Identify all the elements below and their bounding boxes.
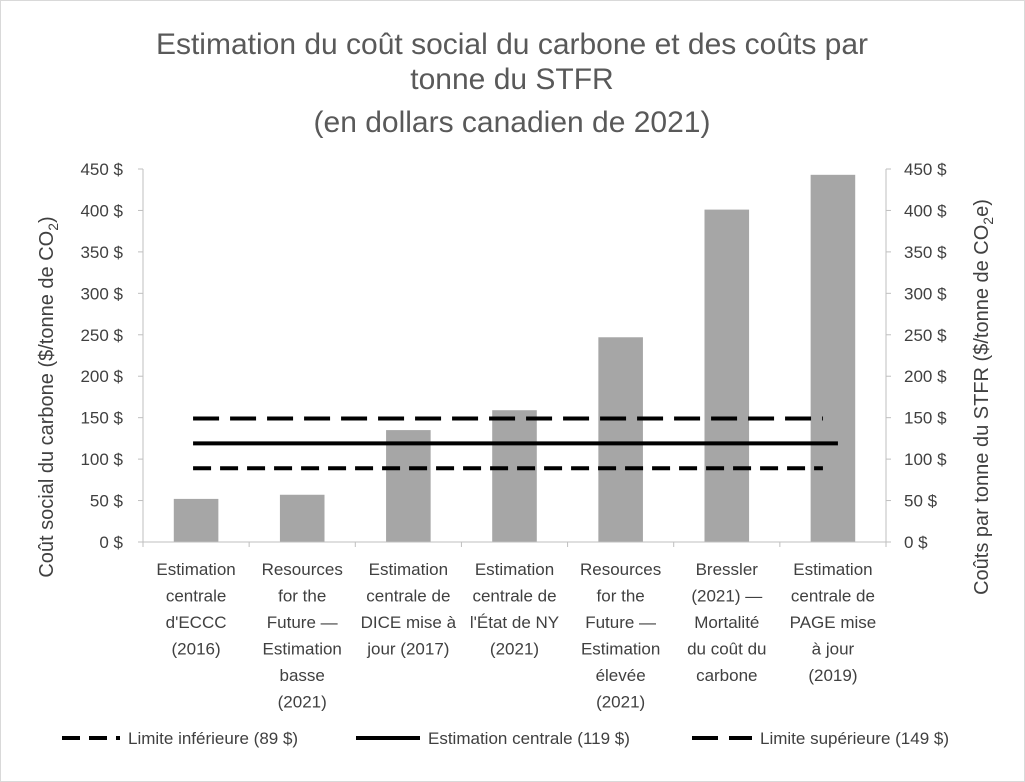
bar-7 xyxy=(810,174,856,542)
y-tick-label: 0 $ xyxy=(99,533,123,552)
y-tick-label: 100 $ xyxy=(80,450,123,469)
x-category-label-line: (2021) xyxy=(278,693,327,712)
x-category-label-line: (2021) — xyxy=(691,587,762,606)
y2-tick-label: 400 $ xyxy=(904,201,947,220)
x-category-label-line: Future — xyxy=(267,613,338,632)
y-tick-label: 400 $ xyxy=(80,201,123,220)
x-category-label-line: centrale de xyxy=(791,587,875,606)
y2-tick-label: 100 $ xyxy=(904,450,947,469)
y2-axis-label-main: Coûts par tonne du STFR ($/tonne de CO xyxy=(971,225,993,595)
x-category-label-line: for the xyxy=(597,587,645,606)
chart-title: Estimation du coût social du carbone et … xyxy=(156,28,868,139)
y2-tick-label: 300 $ xyxy=(904,284,947,303)
x-category-label-line: centrale xyxy=(166,587,226,606)
x-category-label-line: centrale de xyxy=(366,587,450,606)
y-axis-label-end: ) xyxy=(36,216,58,223)
x-category-label-line: du coût du xyxy=(687,640,766,659)
x-category-label-3: Estimation centrale de DICE mise à jour (20… xyxy=(361,560,457,659)
x-category-label-line: (2021) xyxy=(596,693,645,712)
x-category-label-line: (2016) xyxy=(172,640,221,659)
legend-label-2: Estimation centrale (119 $) xyxy=(428,729,630,748)
bar-3 xyxy=(386,430,431,542)
legend: Limite inférieure (89 $) Estimation centr… xyxy=(62,729,949,748)
y-tick-label: 350 $ xyxy=(80,243,123,262)
y2-tick-label: 50 $ xyxy=(904,492,938,511)
x-category-label-line: Future — xyxy=(585,613,656,632)
x-category-label-line: centrale de xyxy=(472,587,556,606)
y-tick-label: 150 $ xyxy=(80,409,123,428)
y2-axis-ticks: 0 $ 50 $ 100 $ 150 $ 200 $ 250 $ 300 $ 350 $ 400… xyxy=(886,160,947,552)
x-category-label-line: carbone xyxy=(696,666,757,685)
reference-lines-group xyxy=(193,416,838,471)
x-category-label-line: Estimation xyxy=(793,560,872,579)
bar-6 xyxy=(704,209,750,543)
bar-4 xyxy=(492,410,537,542)
y2-tick-label: 0 $ xyxy=(904,533,928,552)
y-tick-label: 450 $ xyxy=(80,160,123,179)
y-axis-label-subscript: 2 xyxy=(45,223,61,231)
x-category-label-line: (2019) xyxy=(808,666,857,685)
y2-tick-label: 200 $ xyxy=(904,367,947,386)
y-axis-ticks: 0 $ 50 $ 100 $ 150 $ 200 $ 250 $ 300 $ 350 $ 400… xyxy=(80,160,143,552)
y-axis-label: Coût social du carbone ($/tonne de CO2) xyxy=(36,216,61,577)
x-category-label-line: Mortalité xyxy=(694,613,759,632)
y-tick-label: 300 $ xyxy=(80,284,123,303)
bars-group xyxy=(142,174,887,547)
x-category-label-1: Estimation centrale d'ECCC (2016) xyxy=(156,560,235,659)
y2-axis-label-subscript: 2 xyxy=(980,217,996,225)
x-category-label-line: DICE mise à xyxy=(361,613,457,632)
x-category-label-line: d'ECCC xyxy=(166,613,227,632)
legend-label-3: Limite supérieure (149 $) xyxy=(760,729,949,748)
x-category-label-6: Bressler (2021) — Mortalité du coût du carbo… xyxy=(687,560,766,685)
x-category-label-line: l'État de NY xyxy=(470,613,559,632)
x-category-label-line: Estimation xyxy=(156,560,235,579)
x-category-label-line: for the xyxy=(278,587,326,606)
x-category-label-2: Resources for the Future — Estimation basse (… xyxy=(262,560,343,712)
y-tick-label: 50 $ xyxy=(90,492,124,511)
x-axis-category-labels: Estimation centrale d'ECCC (2016) Resources f… xyxy=(156,560,876,712)
legend-label-1: Limite inférieure (89 $) xyxy=(128,729,298,748)
x-category-label-line: Estimation xyxy=(369,560,448,579)
x-category-label-line: à jour xyxy=(812,640,855,659)
y2-axis-label: Coûts par tonne du STFR ($/tonne de CO2e… xyxy=(971,199,996,595)
y2-axis-label-end: e) xyxy=(971,199,993,217)
chart-title-line-1: Estimation du coût social du carbone et … xyxy=(156,28,868,61)
bar-1 xyxy=(173,498,219,542)
x-category-label-line: jour (2017) xyxy=(366,640,449,659)
y-tick-label: 200 $ xyxy=(80,367,123,386)
x-category-label-4: Estimation centrale de l'État de NY (2021) xyxy=(470,560,559,659)
x-category-label-line: Estimation xyxy=(475,560,554,579)
x-category-label-5: Resources for the Future — Estimation élevée… xyxy=(580,560,661,712)
y2-tick-label: 250 $ xyxy=(904,326,947,345)
x-category-label-line: basse xyxy=(280,666,325,685)
x-category-label-line: Estimation xyxy=(263,640,342,659)
y-axis-label-main: Coût social du carbone ($/tonne de CO xyxy=(36,231,58,578)
x-category-label-line: Resources xyxy=(262,560,343,579)
x-category-label-line: Bressler xyxy=(696,560,759,579)
x-category-label-line: Estimation xyxy=(581,640,660,659)
x-category-label-line: (2021) xyxy=(490,640,539,659)
bar-2 xyxy=(279,494,325,542)
chart-title-line-3: (en dollars canadien de 2021) xyxy=(314,106,711,139)
chart-title-line-2: tonne du STFR xyxy=(410,63,613,96)
x-category-label-line: Resources xyxy=(580,560,661,579)
x-category-label-7: Estimation centrale de PAGE mise à jour (201… xyxy=(790,560,877,685)
y-tick-label: 250 $ xyxy=(80,326,123,345)
x-category-label-line: élevée xyxy=(596,666,646,685)
x-category-label-line: PAGE mise xyxy=(790,613,877,632)
y2-tick-label: 350 $ xyxy=(904,243,947,262)
y2-tick-label: 150 $ xyxy=(904,409,947,428)
bar-5 xyxy=(598,337,643,542)
y2-tick-label: 450 $ xyxy=(904,160,947,179)
